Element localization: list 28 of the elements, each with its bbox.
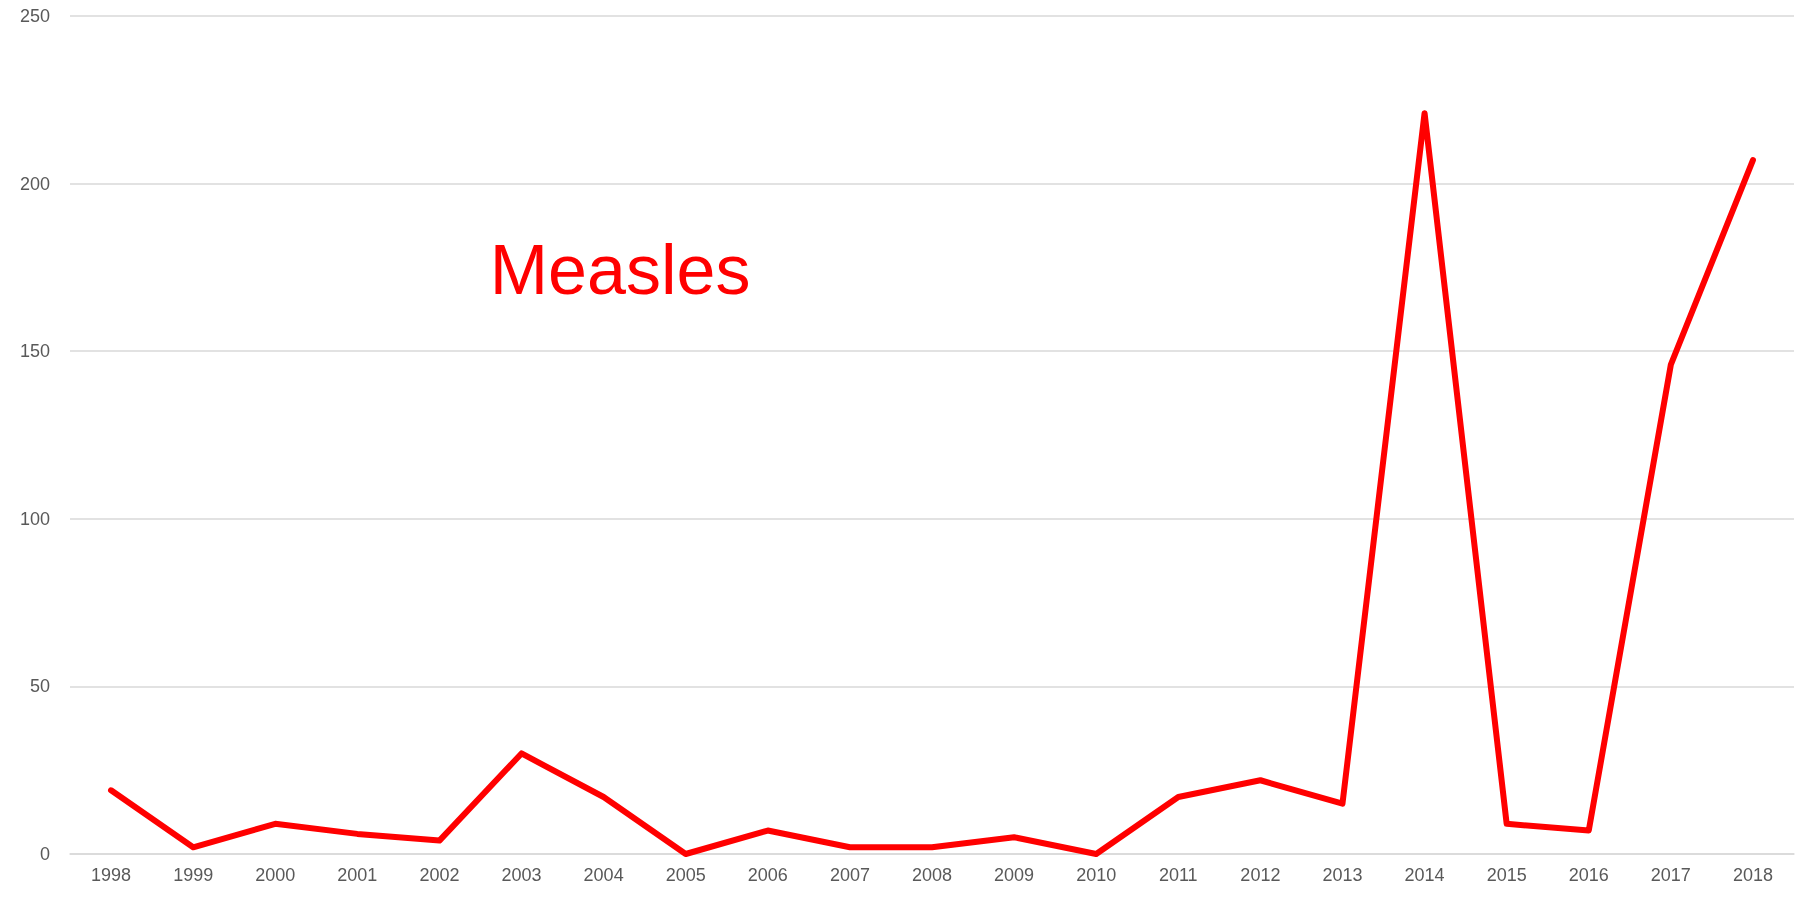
x-tick-label: 1999 <box>173 865 214 885</box>
y-tick-label: 0 <box>39 844 50 864</box>
x-tick-label: 2010 <box>1076 865 1117 885</box>
x-tick-label: 2018 <box>1732 865 1773 885</box>
y-tick-label: 250 <box>19 6 50 26</box>
x-tick-label: 2004 <box>583 865 624 885</box>
x-tick-label: 2009 <box>994 865 1035 885</box>
x-tick-label: 2006 <box>747 865 788 885</box>
y-tick-label: 100 <box>19 508 50 529</box>
x-tick-label: 1998 <box>91 865 132 885</box>
x-tick-label: 2002 <box>419 865 460 885</box>
x-tick-label: 2000 <box>255 865 296 885</box>
y-tick-label: 200 <box>19 173 50 194</box>
x-tick-label: 2015 <box>1486 865 1527 885</box>
y-tick-label: 50 <box>29 676 50 697</box>
text: Measles <box>489 231 751 310</box>
x-tick-label: 2017 <box>1650 865 1691 885</box>
x-tick-label: 2013 <box>1322 865 1363 885</box>
x-tick-label: 2008 <box>911 865 953 885</box>
x-tick-label: 2016 <box>1568 865 1609 885</box>
x-tick-label: 2014 <box>1404 865 1445 885</box>
x-tick-label: 2011 <box>1158 865 1198 885</box>
x-tick-label: 2005 <box>665 865 706 885</box>
x-tick-label: 2003 <box>501 865 542 885</box>
x-tick-label: 2007 <box>829 865 870 885</box>
x-tick-label: 2012 <box>1240 865 1281 885</box>
x-tick-label: 2001 <box>337 865 378 885</box>
y-tick-label: 150 <box>19 341 50 362</box>
